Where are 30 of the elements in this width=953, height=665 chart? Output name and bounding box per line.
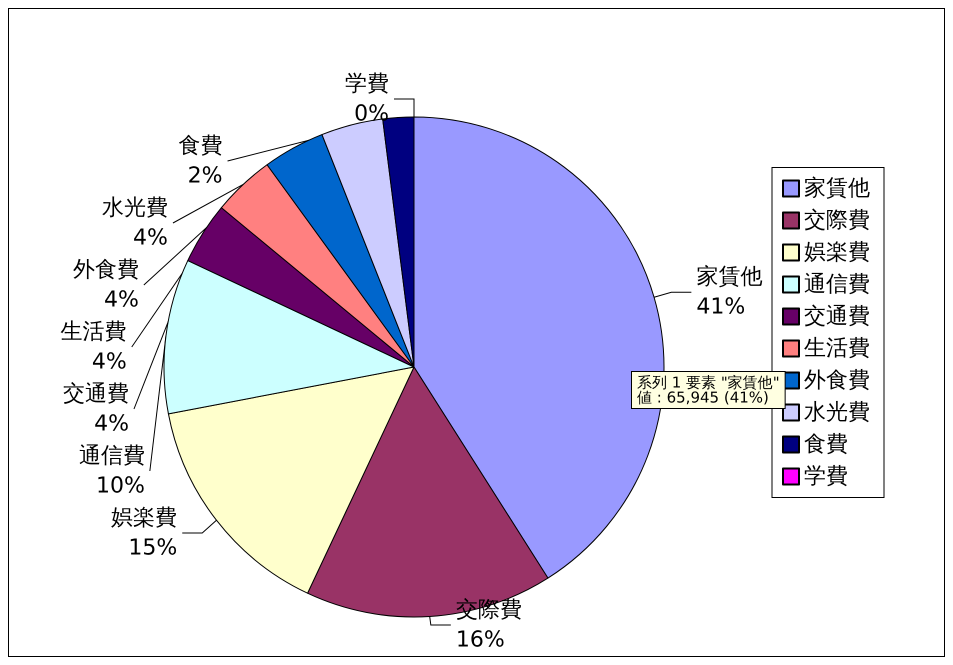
- legend-label: 交際費: [804, 208, 870, 233]
- legend-label: 交通費: [804, 304, 870, 329]
- data-label: 15%: [128, 536, 178, 560]
- legend-label: 家賃他: [804, 176, 870, 201]
- text: 系列 1 要素 "家賃他" 値 : 65,945 (41%): [637, 374, 780, 406]
- slice-label: 食費: [178, 134, 223, 158]
- legend-label: 娯楽費: [804, 240, 870, 265]
- data-label: 41%: [696, 294, 746, 320]
- slice-label: 外食費: [72, 258, 139, 282]
- data-label: 4%: [133, 226, 168, 250]
- legend-label: 外食費: [804, 368, 870, 393]
- slice-label: 交通費: [62, 382, 129, 406]
- legend-label: 通信費: [804, 272, 870, 297]
- slice-label: 水光費: [102, 196, 168, 220]
- legend-label: 生活費: [804, 336, 870, 361]
- data-label: 10%: [96, 474, 145, 498]
- legend-label: 食費: [804, 432, 848, 457]
- data-label: 4%: [94, 412, 129, 436]
- data-label: 16%: [456, 628, 505, 652]
- slice-label: 生活費: [60, 320, 127, 344]
- slice-label: 娯楽費: [111, 506, 178, 530]
- slice-label: 通信費: [78, 444, 145, 468]
- text: 0%: [354, 102, 389, 126]
- legend-label: 水光費: [804, 400, 870, 425]
- legend-label: 学費: [804, 464, 848, 489]
- data-label: 4%: [104, 288, 139, 312]
- slice-label: 家賃他: [696, 264, 762, 290]
- data-label: 2%: [188, 164, 223, 188]
- data-label: 4%: [92, 350, 127, 374]
- category-label: 学費: [345, 72, 389, 96]
